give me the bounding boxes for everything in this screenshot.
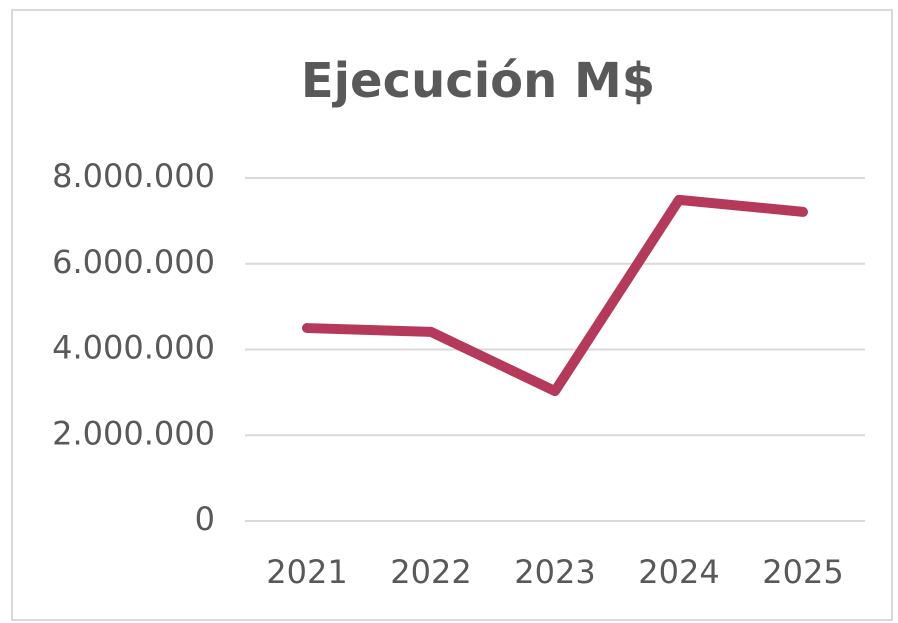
x-tick-label: 2024 [638, 553, 719, 591]
x-tick-label: 2023 [514, 553, 595, 591]
y-tick-label: 4.000.000 [52, 329, 215, 367]
y-tick-label: 2.000.000 [52, 414, 215, 452]
x-tick-label: 2022 [390, 553, 471, 591]
chart-title: Ejecución M$ [301, 53, 655, 109]
data-line [302, 194, 808, 397]
y-tick-label: 0 [195, 500, 215, 538]
y-tick-label: 8.000.000 [52, 157, 215, 195]
x-tick-label: 2021 [266, 553, 347, 591]
x-tick-label: 2025 [762, 553, 843, 591]
y-tick-label: 6.000.000 [52, 243, 215, 281]
chart-border [11, 9, 893, 621]
